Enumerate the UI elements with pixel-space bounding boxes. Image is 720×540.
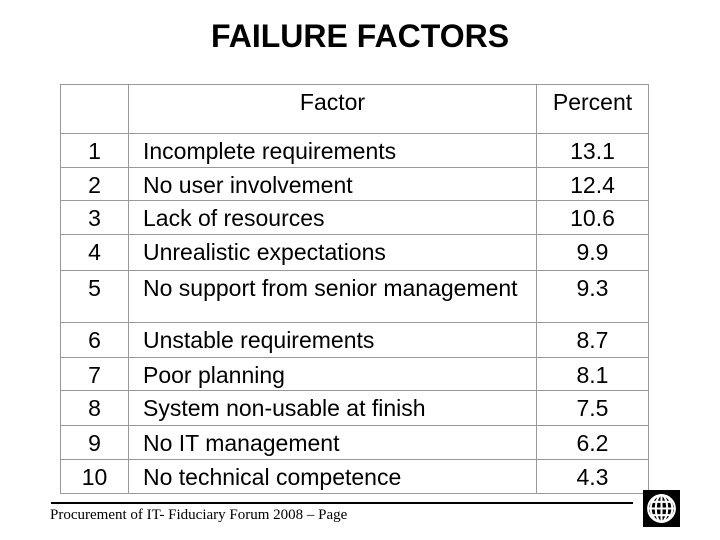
row-number: 7 bbox=[60, 357, 129, 391]
footer-divider-line bbox=[51, 502, 633, 504]
table-row: 7 Poor planning 8.1 bbox=[60, 357, 649, 391]
header-cell-percent: Percent bbox=[536, 84, 649, 134]
table-row: 5 No support from senior management 9.3 bbox=[60, 270, 649, 323]
row-percent: 10.6 bbox=[536, 200, 649, 235]
row-factor: Incomplete requirements bbox=[128, 133, 537, 168]
table-header-row: Factor Percent bbox=[60, 84, 649, 134]
row-number: 3 bbox=[60, 200, 129, 235]
row-factor: Unstable requirements bbox=[128, 322, 537, 358]
footer-text: Procurement of IT- Fiduciary Forum 2008 … bbox=[50, 507, 348, 523]
row-factor: Lack of resources bbox=[128, 200, 537, 235]
globe-icon bbox=[643, 490, 680, 527]
row-number: 5 bbox=[60, 270, 129, 323]
row-percent: 4.3 bbox=[536, 459, 649, 494]
row-number: 6 bbox=[60, 322, 129, 358]
row-number: 4 bbox=[60, 234, 129, 271]
failure-factors-table: Factor Percent 1 Incomplete requirements… bbox=[60, 84, 649, 494]
row-factor: System non-usable at finish bbox=[128, 390, 537, 426]
row-percent: 7.5 bbox=[536, 390, 649, 426]
header-cell-empty bbox=[60, 84, 129, 134]
row-number: 2 bbox=[60, 167, 129, 201]
row-factor: No user involvement bbox=[128, 167, 537, 201]
row-factor: No technical competence bbox=[128, 459, 537, 494]
slide-title: FAILURE FACTORS bbox=[210, 18, 510, 54]
row-number: 9 bbox=[60, 425, 129, 460]
row-factor: Poor planning bbox=[128, 357, 537, 391]
row-percent: 6.2 bbox=[536, 425, 649, 460]
table-row: 10 No technical competence 4.3 bbox=[60, 459, 649, 494]
table-row: 1 Incomplete requirements 13.1 bbox=[60, 133, 649, 168]
row-percent: 13.1 bbox=[536, 133, 649, 168]
table-row: 3 Lack of resources 10.6 bbox=[60, 200, 649, 235]
row-number: 10 bbox=[60, 459, 129, 494]
row-factor: No support from senior management bbox=[128, 270, 537, 323]
table-row: 6 Unstable requirements 8.7 bbox=[60, 322, 649, 358]
table-row: 8 System non-usable at finish 7.5 bbox=[60, 390, 649, 426]
row-percent: 8.1 bbox=[536, 357, 649, 391]
row-percent: 8.7 bbox=[536, 322, 649, 358]
row-percent: 9.3 bbox=[536, 270, 649, 323]
row-number: 1 bbox=[60, 133, 129, 168]
row-factor: Unrealistic expectations bbox=[128, 234, 537, 271]
row-percent: 9.9 bbox=[536, 234, 649, 271]
table-row: 4 Unrealistic expectations 9.9 bbox=[60, 234, 649, 271]
row-factor: No IT management bbox=[128, 425, 537, 460]
table-row: 2 No user involvement 12.4 bbox=[60, 167, 649, 201]
row-number: 8 bbox=[60, 390, 129, 426]
table-row: 9 No IT management 6.2 bbox=[60, 425, 649, 460]
row-percent: 12.4 bbox=[536, 167, 649, 201]
header-cell-factor: Factor bbox=[128, 84, 537, 134]
